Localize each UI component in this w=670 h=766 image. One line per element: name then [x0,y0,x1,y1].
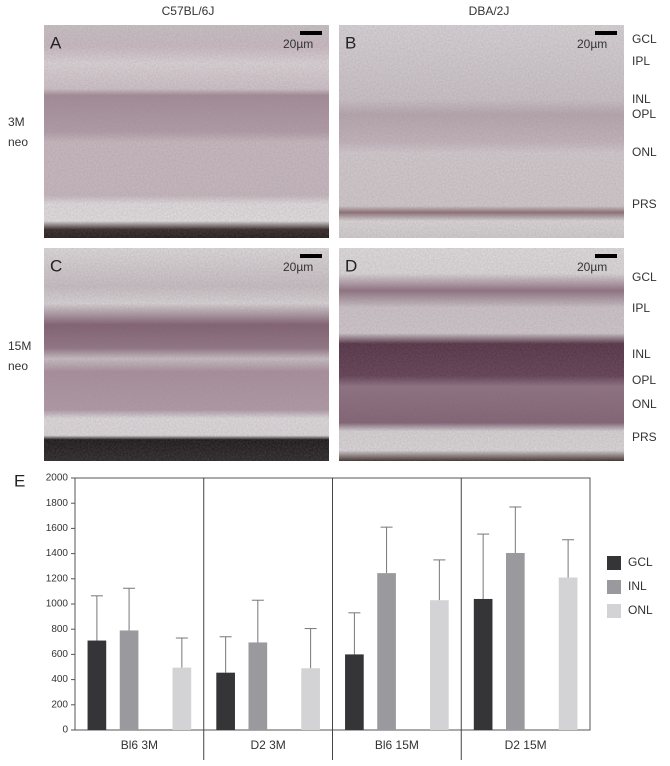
y-tick-label: 400 [51,674,68,685]
legend-label: ONL [628,603,653,617]
legend-swatch [607,604,621,618]
row-label: 3M [8,115,25,129]
row-label: neo [8,359,28,373]
row-label: neo [8,135,28,149]
y-tick-label: 800 [51,624,68,635]
column-label: DBA/2J [469,4,510,18]
layer-label: INL [632,347,651,361]
y-tick-label: 0 [62,725,68,736]
layer-label: PRS [632,430,657,444]
bar-chart: 0 200 400 600 800 1000 1200 1400 1600 1800 2000 Bl6… [46,473,591,760]
layer-label: PRS [632,197,657,211]
layer-label: OPL [632,373,656,387]
scale-label: 20µm [283,37,313,51]
bar [345,654,364,730]
panel-letter: E [14,471,25,490]
panel-letter: C [50,256,62,275]
layer-label: GCL [632,270,657,284]
scale-label: 20µm [577,37,607,51]
panel-letter: B [345,33,356,52]
bar [473,598,493,730]
x-tick-label: D2 3M [250,738,285,752]
layer-label: INL [632,92,651,106]
scale-label: 20µm [577,260,607,274]
legend-swatch [607,556,621,570]
x-tick-label: D2 15M [505,738,547,752]
bar [430,600,449,730]
legend-label: GCL [628,555,653,569]
y-tick-label: 1200 [46,573,69,584]
scale-label: 20µm [283,260,313,274]
bar [301,668,320,730]
y-tick-label: 1400 [46,548,69,559]
y-tick-label: 1800 [46,498,69,509]
column-label: C57BL/6J [162,4,215,18]
x-tick-label: Bl6 3M [121,738,158,752]
row-label: 15M [8,339,31,353]
layer-label: GCL [632,32,657,46]
bar [216,672,235,730]
legend-swatch [607,580,621,594]
y-tick-label: 2000 [46,473,69,484]
y-tick-label: 200 [51,699,68,710]
bar [248,642,268,730]
legend-label: INL [628,579,647,593]
bar [505,552,525,730]
bar [172,667,192,730]
layer-label: ONL [632,397,657,411]
layer-label: OPL [632,107,656,121]
y-tick-label: 1000 [46,599,69,610]
panel-letter: A [50,33,62,52]
panel-letter: D [345,256,357,275]
layer-label: ONL [632,145,657,159]
bar [87,640,107,730]
bar [558,577,578,730]
layer-label: IPL [632,54,650,68]
layer-label: IPL [632,301,650,315]
x-tick-label: Bl6 15M [375,738,419,752]
bar [119,630,139,730]
y-tick-label: 1600 [46,523,69,534]
micrograph [44,25,624,461]
y-tick-label: 600 [51,649,68,660]
bar [377,573,396,730]
